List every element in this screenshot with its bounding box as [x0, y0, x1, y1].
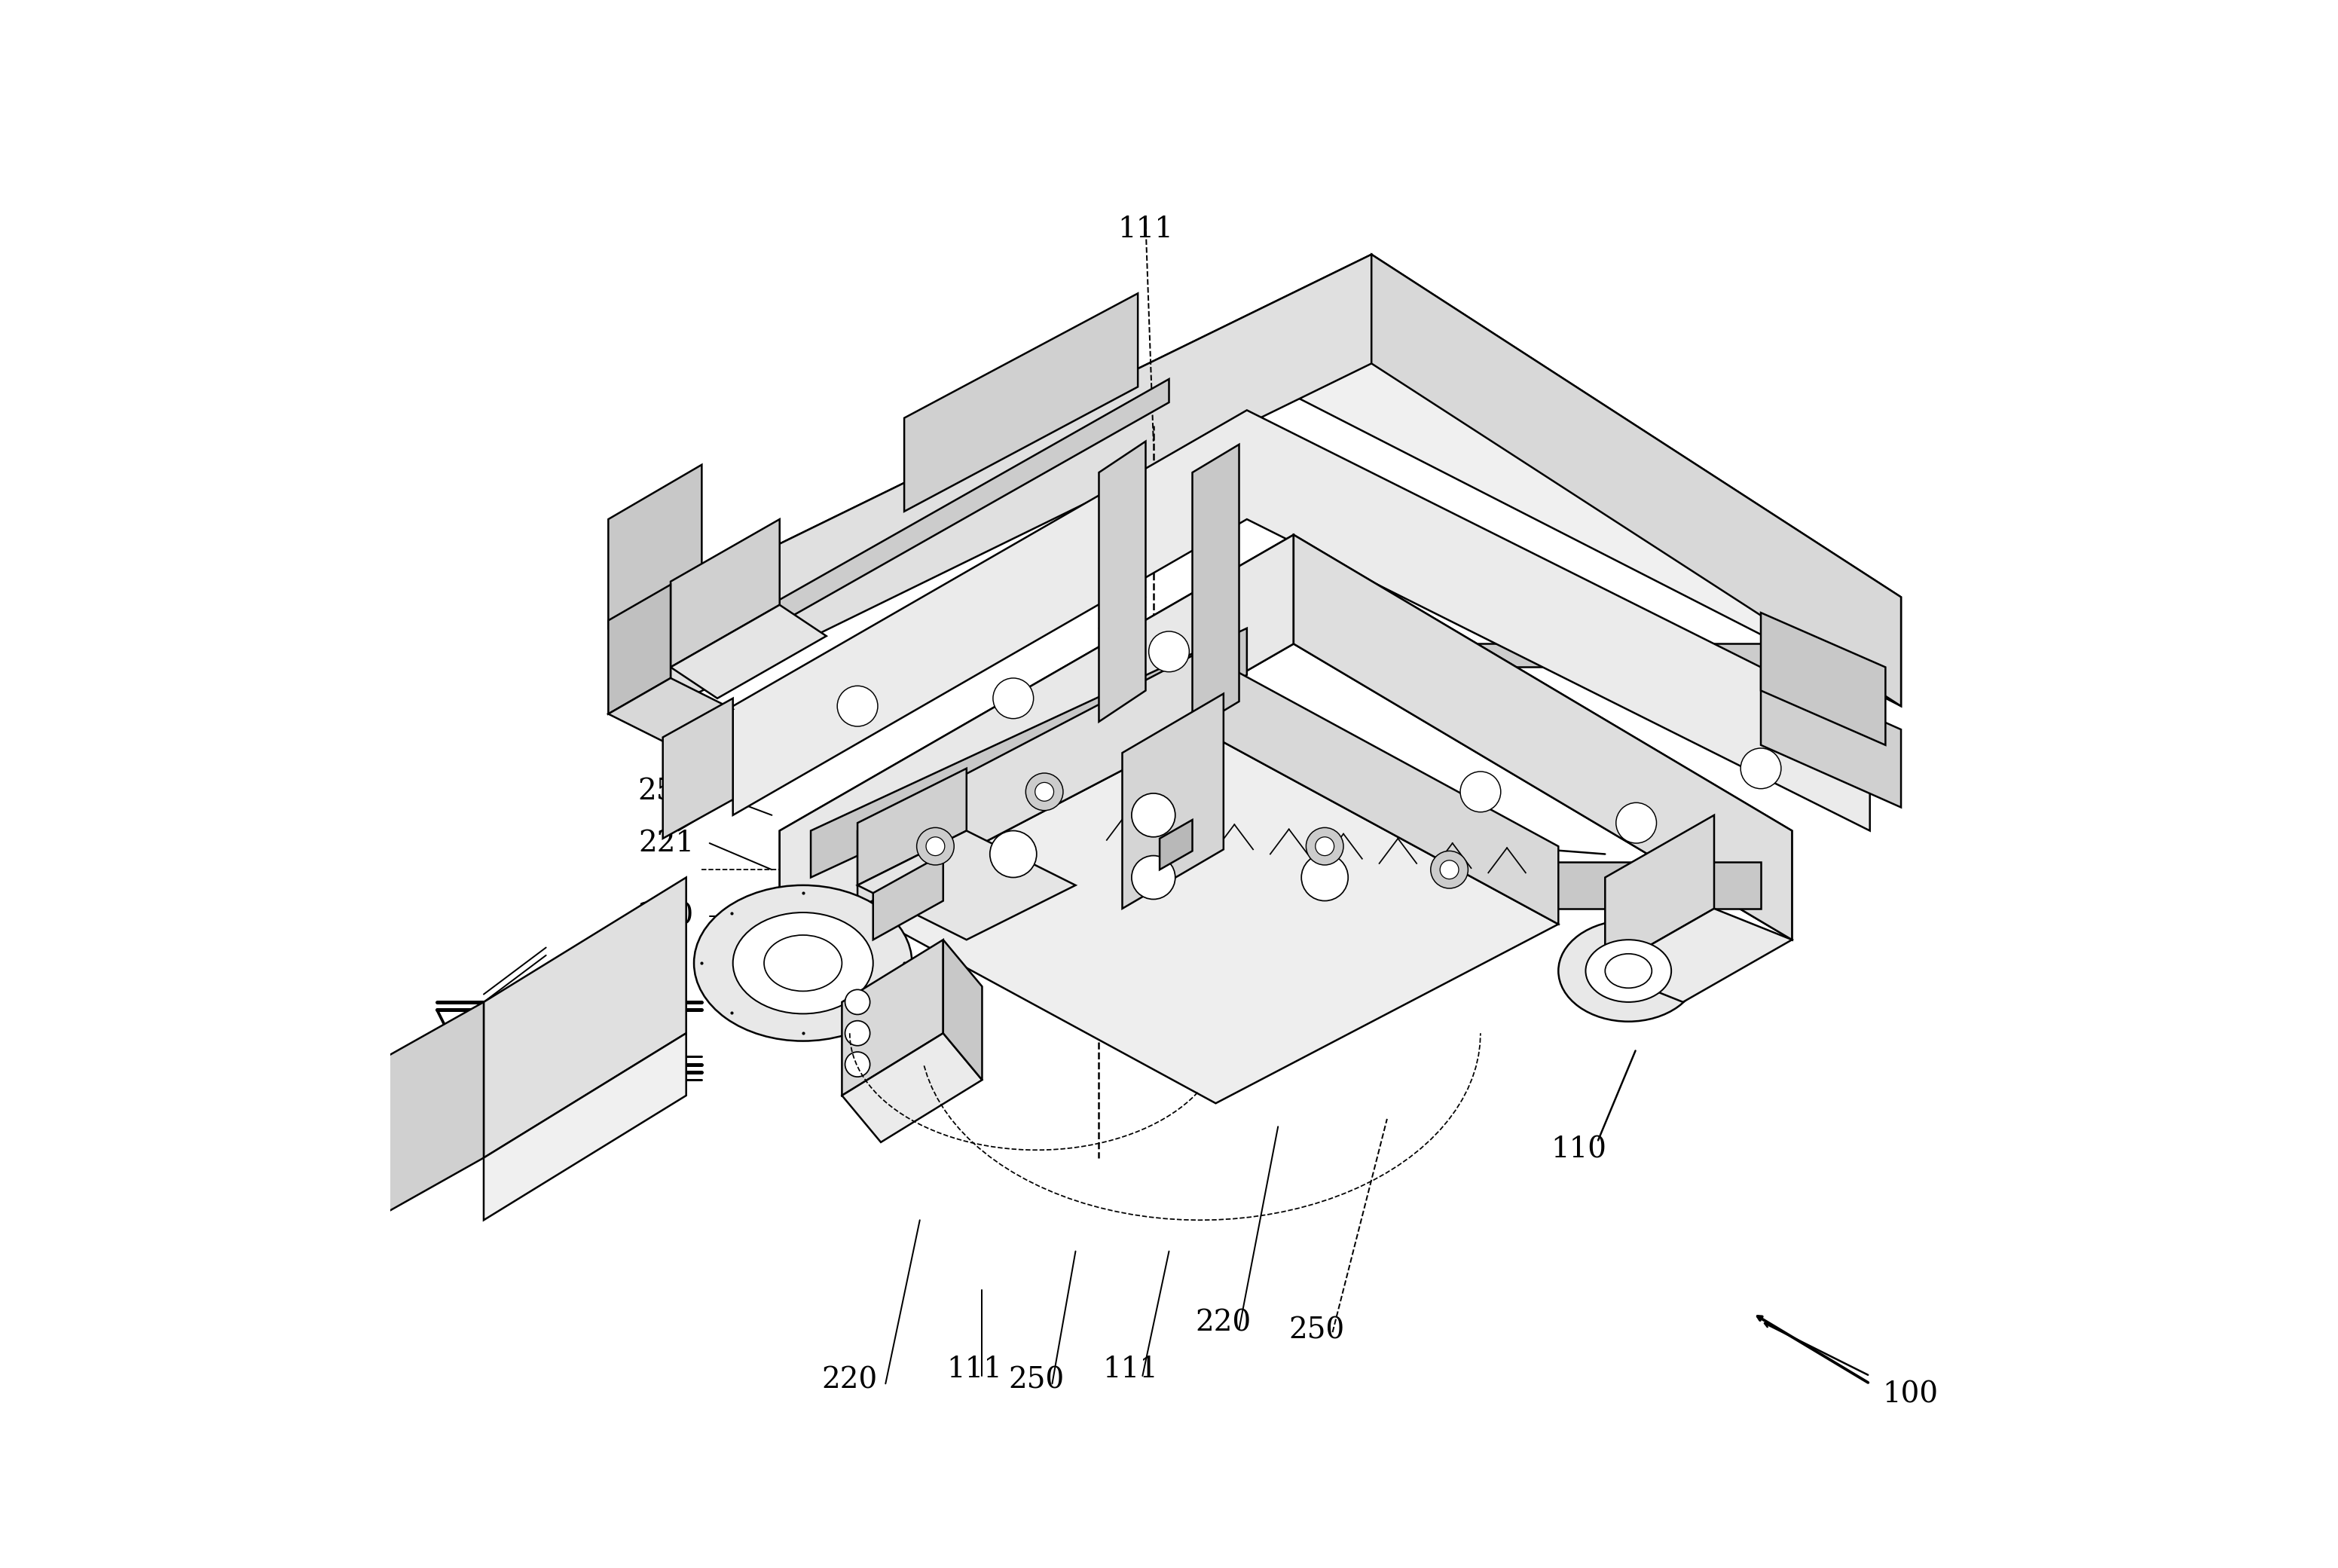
Polygon shape: [905, 293, 1139, 511]
Polygon shape: [1199, 652, 1559, 924]
Circle shape: [1026, 773, 1064, 811]
Circle shape: [1148, 632, 1190, 671]
Circle shape: [844, 1021, 870, 1046]
Circle shape: [1132, 856, 1176, 900]
Ellipse shape: [732, 913, 872, 1014]
Text: 111: 111: [1101, 1356, 1157, 1383]
Polygon shape: [1099, 441, 1146, 721]
Polygon shape: [360, 1002, 484, 1228]
Circle shape: [926, 837, 945, 856]
Ellipse shape: [694, 886, 912, 1041]
Polygon shape: [942, 939, 982, 1080]
Polygon shape: [1160, 820, 1192, 870]
Polygon shape: [1606, 908, 1791, 1002]
Circle shape: [1739, 748, 1782, 789]
Text: 220: 220: [821, 1367, 877, 1394]
Circle shape: [1461, 771, 1501, 812]
Circle shape: [1036, 782, 1054, 801]
Polygon shape: [1192, 444, 1239, 729]
Polygon shape: [1761, 668, 1901, 808]
Circle shape: [1132, 793, 1176, 837]
Circle shape: [1616, 803, 1658, 844]
Circle shape: [844, 1052, 870, 1077]
Text: 111: 111: [1118, 215, 1174, 243]
Circle shape: [837, 685, 877, 726]
Polygon shape: [842, 939, 942, 1096]
Text: 220: 220: [1195, 1309, 1251, 1338]
Polygon shape: [671, 254, 1372, 706]
Text: 250: 250: [638, 778, 694, 806]
Polygon shape: [608, 585, 671, 713]
Circle shape: [1302, 855, 1349, 900]
Polygon shape: [842, 1033, 982, 1142]
Polygon shape: [608, 677, 732, 745]
Polygon shape: [701, 379, 1169, 668]
Polygon shape: [1606, 815, 1714, 971]
Polygon shape: [811, 629, 1246, 878]
Polygon shape: [608, 464, 701, 629]
Circle shape: [994, 677, 1033, 718]
Polygon shape: [779, 535, 1293, 939]
Polygon shape: [671, 254, 1901, 706]
Polygon shape: [872, 855, 942, 939]
Polygon shape: [1356, 644, 1824, 668]
Circle shape: [1316, 837, 1335, 856]
Polygon shape: [732, 411, 1870, 831]
Polygon shape: [858, 831, 1075, 939]
Text: 250: 250: [1008, 1367, 1064, 1394]
Circle shape: [1146, 808, 1192, 855]
Ellipse shape: [765, 935, 842, 991]
Text: 250: 250: [1288, 1317, 1344, 1345]
Circle shape: [916, 828, 954, 866]
Polygon shape: [484, 878, 685, 1157]
Polygon shape: [858, 768, 966, 886]
Circle shape: [1440, 861, 1459, 880]
Polygon shape: [779, 535, 1791, 939]
Polygon shape: [858, 729, 1559, 1104]
Polygon shape: [1403, 862, 1761, 908]
Polygon shape: [1293, 535, 1791, 939]
Polygon shape: [662, 698, 732, 839]
Polygon shape: [1122, 693, 1223, 908]
Polygon shape: [671, 519, 779, 668]
Circle shape: [844, 989, 870, 1014]
Polygon shape: [671, 605, 825, 698]
Ellipse shape: [1606, 953, 1653, 988]
Polygon shape: [858, 652, 1199, 908]
Ellipse shape: [1559, 920, 1697, 1021]
Text: 111: 111: [947, 1356, 1003, 1383]
Circle shape: [1431, 851, 1468, 889]
Polygon shape: [1372, 254, 1901, 706]
Polygon shape: [484, 1033, 685, 1220]
Text: 221: 221: [638, 829, 694, 858]
Ellipse shape: [1585, 939, 1672, 1002]
Text: 110: 110: [1550, 1137, 1606, 1163]
Text: 220: 220: [638, 903, 694, 930]
Circle shape: [989, 831, 1036, 878]
Text: 100: 100: [1882, 1380, 1938, 1408]
Polygon shape: [1761, 613, 1884, 745]
Circle shape: [1307, 828, 1344, 866]
